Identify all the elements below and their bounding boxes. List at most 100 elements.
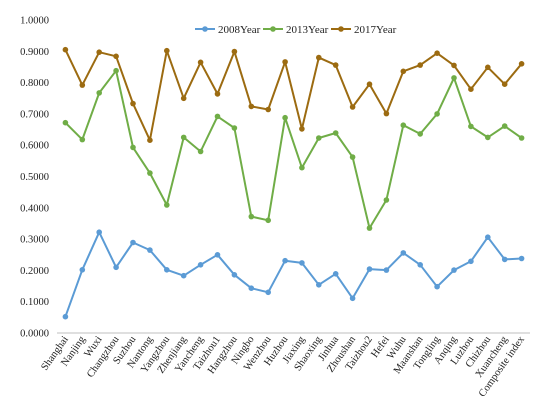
data-point xyxy=(366,225,373,231)
data-point xyxy=(434,50,440,56)
data-point xyxy=(434,283,440,290)
series-layer xyxy=(62,46,525,320)
y-tick-label: 0.2000 xyxy=(20,266,49,277)
data-point xyxy=(164,47,170,54)
data-point xyxy=(265,217,272,224)
data-point xyxy=(332,62,339,68)
data-point xyxy=(248,103,255,110)
series-line xyxy=(64,231,522,318)
data-point xyxy=(96,90,102,96)
data-point xyxy=(451,75,457,81)
y-tick-label: 0.3000 xyxy=(20,235,49,246)
series-line xyxy=(64,49,523,142)
data-point xyxy=(468,86,474,92)
data-point xyxy=(349,104,356,110)
data-point xyxy=(113,53,119,60)
legend-marker xyxy=(338,26,344,32)
data-point xyxy=(180,95,187,102)
data-point xyxy=(501,81,508,87)
legend-label: 2008Year xyxy=(218,24,261,36)
data-point xyxy=(265,289,272,296)
data-point xyxy=(316,54,322,61)
data-point xyxy=(62,46,69,53)
data-point xyxy=(231,48,238,55)
data-point xyxy=(79,136,86,143)
x-axis: ShanghaiNanjingWuxiChangzhouSuzhouNanton… xyxy=(39,334,527,399)
data-point xyxy=(282,59,288,65)
legend-item: 2017Year xyxy=(331,24,397,36)
data-point xyxy=(282,114,288,121)
data-point xyxy=(468,258,474,265)
data-point xyxy=(518,255,525,262)
data-point xyxy=(282,257,288,264)
data-point xyxy=(400,122,407,128)
y-tick-label: 0.8000 xyxy=(20,78,49,89)
data-point xyxy=(451,62,457,69)
data-point xyxy=(332,130,339,136)
data-point xyxy=(197,59,204,66)
legend-label: 2017Year xyxy=(354,24,397,36)
y-tick-label: 0.5000 xyxy=(20,172,49,183)
data-point xyxy=(62,313,69,320)
legend-label: 2013Year xyxy=(286,24,329,36)
legend-item: 2008Year xyxy=(195,24,261,36)
data-point xyxy=(400,68,407,75)
series-line xyxy=(64,69,523,230)
data-point xyxy=(231,125,238,131)
data-point xyxy=(299,126,305,132)
data-point xyxy=(214,91,221,97)
legend-marker xyxy=(202,26,208,32)
y-tick-label: 0.7000 xyxy=(20,109,49,120)
y-tick-label: 0.0000 xyxy=(20,329,49,340)
data-point xyxy=(214,252,221,258)
data-point xyxy=(62,119,69,126)
data-point xyxy=(501,256,508,263)
data-point xyxy=(164,202,170,208)
y-tick-label: 0.6000 xyxy=(20,141,49,152)
data-point xyxy=(349,295,356,302)
data-point xyxy=(180,134,187,141)
data-point xyxy=(147,247,153,253)
data-point xyxy=(400,250,407,256)
legend: 2008Year 2013Year 2017Year xyxy=(195,24,397,36)
data-point xyxy=(434,111,440,117)
y-tick-label: 0.1000 xyxy=(20,297,49,308)
legend-marker xyxy=(270,26,276,32)
data-point xyxy=(130,239,136,246)
data-point xyxy=(316,282,322,288)
data-point xyxy=(366,81,373,87)
data-point xyxy=(231,272,238,278)
data-point xyxy=(485,134,491,141)
y-axis: 0.0000 0.1000 0.2000 0.3000 0.4000 0.5000 0.60… xyxy=(20,16,530,340)
data-point xyxy=(265,106,272,113)
data-point xyxy=(518,135,525,141)
data-point xyxy=(316,135,322,141)
data-point xyxy=(79,82,86,88)
data-point xyxy=(518,61,525,67)
data-point xyxy=(349,154,356,160)
data-point xyxy=(96,229,102,235)
data-point xyxy=(299,260,305,266)
data-point xyxy=(180,272,187,279)
data-point xyxy=(248,213,255,220)
data-point xyxy=(96,49,102,55)
legend-item: 2013Year xyxy=(263,24,329,36)
data-point xyxy=(383,267,390,273)
data-point xyxy=(164,267,170,273)
data-point xyxy=(79,267,86,273)
data-point xyxy=(130,144,136,151)
data-point xyxy=(248,285,255,292)
data-point xyxy=(417,131,424,137)
series-2013Year xyxy=(62,67,525,231)
data-point xyxy=(147,170,153,176)
data-point xyxy=(383,110,390,117)
y-tick-label: 0.4000 xyxy=(20,203,49,214)
data-point xyxy=(383,197,390,203)
data-point xyxy=(332,271,339,277)
y-tick-label: 1.0000 xyxy=(20,16,49,27)
data-point xyxy=(485,234,491,240)
data-point xyxy=(501,123,508,129)
series-2008Year xyxy=(62,229,525,320)
y-tick-label: 0.9000 xyxy=(20,47,49,58)
